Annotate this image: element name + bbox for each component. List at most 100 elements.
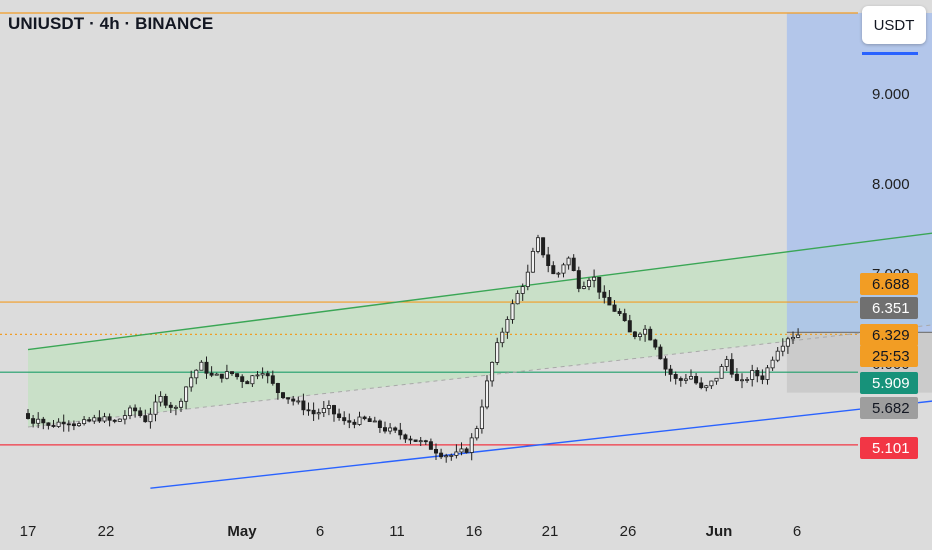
candle-body-71 [388,427,393,432]
candle-body-5 [51,425,56,427]
candle-body-62 [342,417,347,422]
candle-body-148 [780,345,785,352]
candle-body-37 [214,373,219,376]
candle-body-18 [117,418,122,422]
candle-body-88 [474,428,479,439]
price-tag-6[interactable] [860,437,918,459]
candle-body-79 [428,441,433,450]
candle-body-42 [240,376,245,382]
price-tag-5[interactable] [860,397,918,419]
candle-body-117 [622,313,627,322]
x-tick-label-5: 16 [466,523,483,540]
candle-body-49 [275,383,280,394]
candle-body-69 [377,420,382,428]
candle-body-149 [785,338,790,347]
candle-body-28 [168,404,173,408]
price-tag-3[interactable] [860,345,918,367]
candle-body-100 [536,237,541,252]
candle-body-108 [576,270,581,289]
candle-body-20 [127,407,132,417]
price-tag-2[interactable] [860,324,918,346]
candle-body-52 [291,398,296,402]
candle-body-34 [199,361,204,371]
candle-body-144 [760,375,765,380]
candle-body-45 [255,374,260,377]
candle-body-102 [546,254,551,267]
candle-body-83 [449,455,454,457]
chart-title: UNIUSDT · 4h · BINANCE [8,14,214,33]
candle-body-13 [92,417,97,422]
candle-body-90 [484,380,489,408]
candle-body-89 [479,406,484,430]
candle-body-73 [398,429,403,436]
candle-body-97 [520,286,525,294]
candle-body-137 [724,359,729,367]
candle-body-7 [61,421,66,425]
candle-body-41 [235,373,240,378]
candle-body-142 [750,370,755,380]
candle-body-84 [454,451,459,456]
candle-body-114 [607,297,612,306]
candle-body-94 [505,319,510,333]
candle-body-8 [66,423,71,426]
candle-body-95 [510,303,515,320]
candle-body-119 [632,331,637,337]
candle-body-65 [357,416,362,425]
candle-body-10 [77,423,82,427]
x-tick-label-7: 26 [620,523,637,540]
candle-body-112 [597,276,602,293]
candle-body-6 [56,421,61,427]
candle-body-103 [551,265,556,275]
candle-body-151 [796,334,801,338]
candle-body-58 [321,408,326,414]
price-tag-1[interactable] [860,297,918,319]
candle-body-29 [173,406,178,409]
candle-body-64 [352,421,357,425]
candle-body-68 [372,420,377,423]
candle-body-44 [250,375,255,385]
candle-body-36 [209,372,214,376]
candle-body-19 [122,415,127,420]
candle-body-53 [296,400,301,403]
candle-body-12 [87,419,92,422]
candle-body-4 [46,422,51,426]
candle-body-50 [280,392,285,399]
candle-body-98 [525,271,530,287]
price-tag-0[interactable] [860,273,918,295]
candle-body-132 [699,382,704,389]
candle-body-1 [31,418,36,424]
price-tag-label-2: 6.329 [872,327,910,344]
candle-body-129 [683,378,688,381]
candle-body-111 [592,276,597,281]
candle-body-147 [775,350,780,361]
candle-body-63 [347,420,352,423]
candle-body-67 [367,418,372,423]
candle-body-23 [143,415,148,423]
candle-body-81 [439,452,444,458]
candle-body-32 [189,377,194,388]
candle-body-0 [25,413,30,419]
candle-body-61 [337,413,342,419]
candle-body-82 [444,455,449,458]
candle-body-70 [382,427,387,432]
y-tick-label-1: 8.000 [872,176,910,193]
candle-body-116 [617,310,622,314]
candle-body-85 [459,448,464,453]
candle-body-60 [331,405,336,415]
candle-body-93 [500,331,505,344]
candle-body-46 [260,373,265,376]
candle-body-105 [561,264,566,274]
candle-body-38 [219,373,224,379]
candle-body-133 [704,385,709,389]
candle-body-146 [770,359,775,369]
candle-body-55 [306,409,311,412]
price-tag-label-1: 6.351 [872,300,910,317]
x-tick-label-6: 21 [542,523,559,540]
currency-button[interactable]: USDT [862,6,926,44]
candle-body-101 [541,237,546,256]
price-tag-4[interactable] [860,372,918,394]
candle-body-72 [393,427,398,431]
candle-body-115 [612,304,617,312]
channel-lower-line[interactable] [150,376,932,489]
